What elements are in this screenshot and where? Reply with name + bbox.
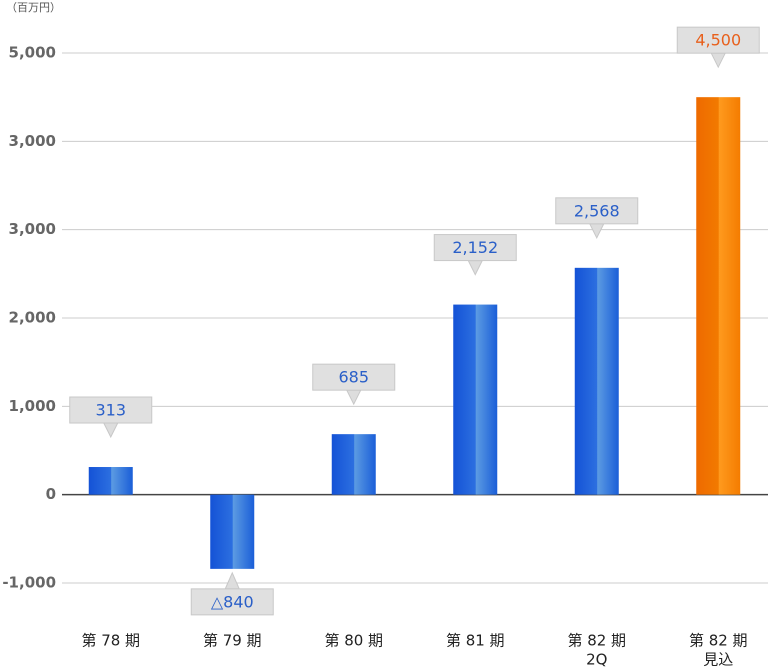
callout: [467, 260, 484, 276]
bar: [331, 434, 376, 495]
value-label: 4,500: [695, 31, 741, 50]
x-tick-label: 第 78 期: [81, 632, 140, 650]
callout-box: [69, 396, 153, 424]
callout-box: [190, 588, 274, 616]
value-label: 2,568: [574, 201, 620, 220]
x-tick-label: 第 82 期: [567, 632, 626, 650]
callout-box: [312, 363, 396, 391]
y-tick-label: -1,000: [2, 574, 56, 592]
y-tick-label: 5,000: [9, 44, 56, 62]
y-tick-label: 2,000: [9, 309, 56, 327]
value-label: △840: [211, 592, 254, 611]
callout: [345, 389, 362, 406]
y-tick-label: 0: [46, 485, 56, 503]
value-label: 685: [338, 368, 369, 387]
x-tick-label: 第 79 期: [203, 632, 262, 650]
callout: [224, 571, 241, 590]
x-tick-label: 第 81 期: [446, 632, 505, 650]
y-tick-label: 3,000: [9, 132, 56, 150]
x-tick-label: 第 82 期: [689, 632, 748, 650]
x-tick-label: 見込: [703, 651, 733, 669]
callout-box: [555, 197, 639, 225]
bar: [88, 467, 133, 495]
callout-box: [676, 26, 760, 54]
callout: [588, 223, 605, 239]
unit-label: （百万円）: [6, 1, 61, 14]
y-tick-label: 1,000: [9, 397, 56, 415]
bar: [210, 494, 255, 569]
callout: [102, 422, 119, 439]
bar: [453, 304, 498, 495]
x-tick-label: 第 80 期: [324, 632, 383, 650]
x-tick-label: 2Q: [586, 651, 607, 669]
value-label: 2,152: [452, 238, 498, 257]
bar: [696, 97, 741, 495]
bar: [574, 267, 619, 495]
value-label: 313: [95, 401, 126, 420]
callout: [710, 52, 727, 69]
callout-box: [433, 234, 517, 262]
y-tick-label: 3,000: [9, 220, 56, 238]
